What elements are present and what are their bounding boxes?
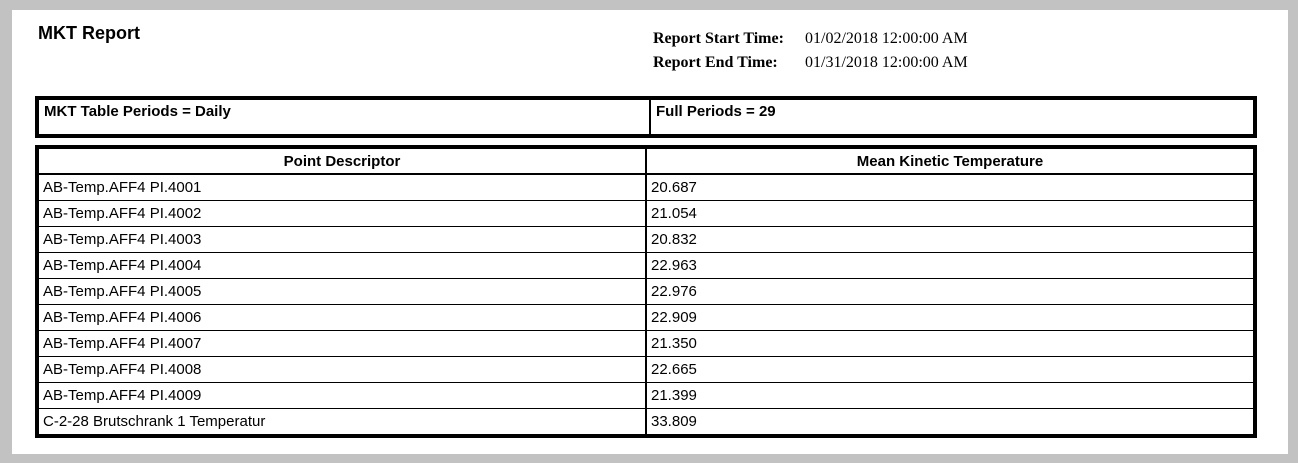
point-descriptor-cell: C-2-28 Brutschrank 1 Temperatur (39, 408, 646, 434)
summary-bar: MKT Table Periods = Daily Full Periods =… (35, 96, 1257, 138)
mkt-value-cell: 21.350 (645, 330, 1253, 357)
table-body: AB-Temp.AFF4 PI.4001 20.687 AB-Temp.AFF4 P… (39, 174, 1253, 434)
point-descriptor-cell: AB-Temp.AFF4 PI.4002 (39, 200, 646, 227)
mkt-value-cell: 22.976 (645, 278, 1253, 305)
table-row: AB-Temp.AFF4 PI.4008 22.665 (39, 356, 1253, 383)
point-descriptor-cell: AB-Temp.AFF4 PI.4009 (39, 382, 646, 409)
report-page: MKT Report Report Start Time: 01/02/2018… (12, 10, 1288, 454)
table-row: AB-Temp.AFF4 PI.4009 21.399 (39, 382, 1253, 409)
table-header-row: Point Descriptor Mean Kinetic Temperatur… (39, 149, 1253, 175)
mkt-value-cell: 33.809 (645, 408, 1253, 434)
table-row: AB-Temp.AFF4 PI.4006 22.909 (39, 304, 1253, 331)
point-descriptor-cell: AB-Temp.AFF4 PI.4004 (39, 252, 646, 279)
mkt-value-cell: 22.665 (645, 356, 1253, 383)
mkt-value-cell: 21.054 (645, 200, 1253, 227)
summary-full-periods-cell: Full Periods = 29 (649, 100, 1253, 134)
mkt-value-cell: 22.909 (645, 304, 1253, 331)
point-descriptor-cell: AB-Temp.AFF4 PI.4003 (39, 226, 646, 253)
table-row: AB-Temp.AFF4 PI.4001 20.687 (39, 174, 1253, 201)
page-title: MKT Report (38, 23, 140, 43)
column-header-point-descriptor: Point Descriptor (39, 149, 646, 175)
point-descriptor-cell: AB-Temp.AFF4 PI.4008 (39, 356, 646, 383)
point-descriptor-cell: AB-Temp.AFF4 PI.4007 (39, 330, 646, 357)
report-end-time-label: Report End Time: (653, 54, 778, 71)
report-start-time-label: Report Start Time: (653, 30, 784, 47)
mkt-value-cell: 20.687 (645, 174, 1253, 201)
report-meta: Report Start Time: 01/02/2018 12:00:00 A… (653, 27, 968, 75)
mkt-table: Point Descriptor Mean Kinetic Temperatur… (35, 145, 1257, 438)
table-row: AB-Temp.AFF4 PI.4002 21.054 (39, 200, 1253, 227)
point-descriptor-cell: AB-Temp.AFF4 PI.4006 (39, 304, 646, 331)
report-start-time-value: 01/02/2018 12:00:00 AM (805, 30, 968, 47)
mkt-value-cell: 22.963 (645, 252, 1253, 279)
mkt-value-cell: 20.832 (645, 226, 1253, 253)
report-end-time-value: 01/31/2018 12:00:00 AM (805, 54, 968, 71)
point-descriptor-cell: AB-Temp.AFF4 PI.4005 (39, 278, 646, 305)
column-header-mean-kinetic-temperature: Mean Kinetic Temperature (645, 149, 1253, 175)
table-row: AB-Temp.AFF4 PI.4005 22.976 (39, 278, 1253, 305)
mkt-value-cell: 21.399 (645, 382, 1253, 409)
table-row: AB-Temp.AFF4 PI.4004 22.963 (39, 252, 1253, 279)
table-row: C-2-28 Brutschrank 1 Temperatur 33.809 (39, 408, 1253, 434)
point-descriptor-cell: AB-Temp.AFF4 PI.4001 (43, 179, 202, 196)
table-row: AB-Temp.AFF4 PI.4007 21.350 (39, 330, 1253, 357)
table-row: AB-Temp.AFF4 PI.4003 20.832 (39, 226, 1253, 253)
summary-periods-cell: MKT Table Periods = Daily (44, 103, 231, 120)
